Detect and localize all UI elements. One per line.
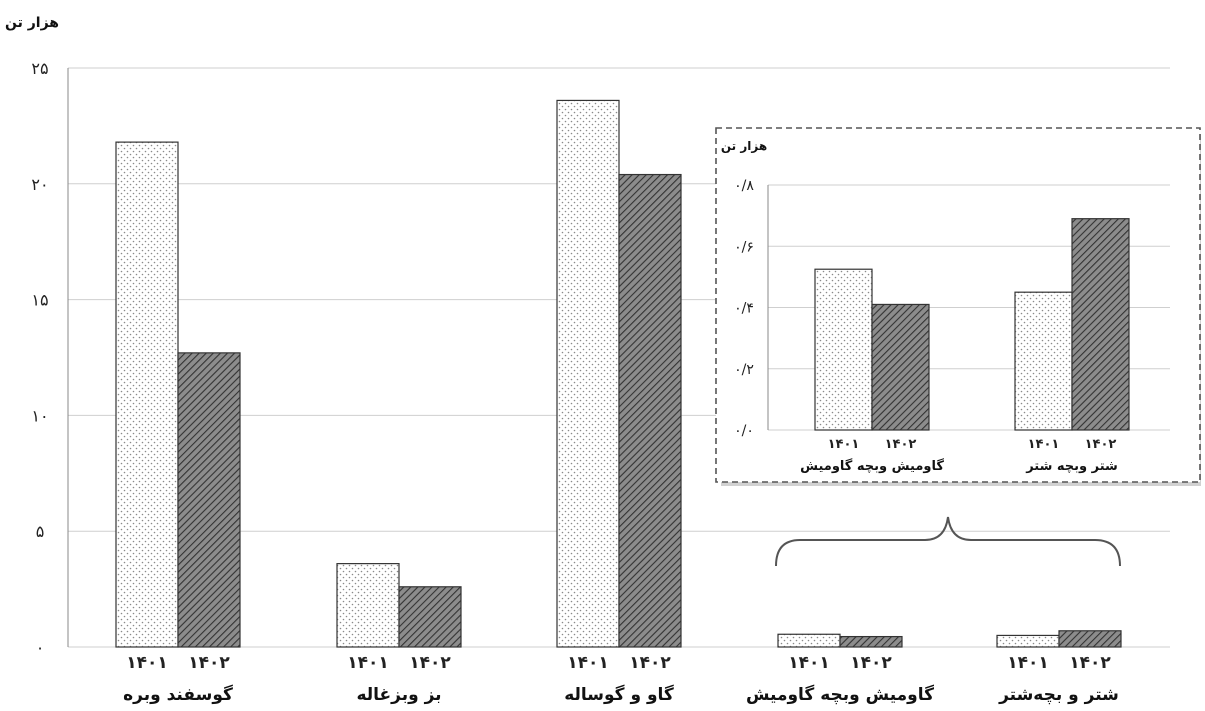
inset-series-tick-label: ۱۴۰۱ bbox=[828, 437, 860, 452]
y-tick-label: ۱۰ bbox=[31, 406, 48, 425]
category-label: گاو و گوساله bbox=[564, 684, 674, 705]
inset-y-tick-label: ۰/۴ bbox=[734, 301, 754, 317]
y-tick-label: ۲۰ bbox=[31, 175, 48, 194]
bar bbox=[996, 634, 1060, 648]
bar bbox=[177, 352, 241, 648]
series-tick-label: ۱۴۰۱ bbox=[788, 653, 830, 673]
inset-series-tick-label: ۱۴۰۲ bbox=[1085, 437, 1117, 452]
inset-bar-chart: ۰/۰ ۰/۲ ۰/۴ ۰/۶ ۰/۸ هزار تن ۱۴۰۱ ۱۴۰۲ گاومیش وبچ… bbox=[715, 127, 1201, 486]
series-tick-label: ۱۴۰۱ bbox=[567, 653, 609, 673]
series-tick-label: ۱۴۰۲ bbox=[629, 653, 671, 673]
bar bbox=[777, 633, 841, 648]
bar bbox=[398, 586, 462, 648]
series-tick-label: ۱۴۰۲ bbox=[1069, 653, 1111, 673]
inset-y-tick-label: ۰/۲ bbox=[734, 362, 754, 378]
inset-category-label: گاومیش وبچه گاومیش bbox=[800, 458, 944, 474]
series-tick-label: ۱۴۰۱ bbox=[1007, 653, 1049, 673]
category-label: شتر و بچه‌شتر bbox=[998, 685, 1119, 705]
inset-bar bbox=[871, 303, 930, 431]
inset-y-tick-label: ۰/۸ bbox=[734, 178, 754, 194]
bar bbox=[839, 635, 903, 648]
inset-category-label: شتر وبچه شتر bbox=[1025, 459, 1118, 474]
inset-bar bbox=[1014, 291, 1073, 431]
inset-y-axis-label: هزار تن bbox=[721, 139, 767, 153]
bar bbox=[618, 173, 682, 648]
bar bbox=[336, 563, 400, 648]
bar bbox=[115, 141, 179, 648]
series-tick-label: ۱۴۰۱ bbox=[126, 653, 168, 673]
category-label: بز وبزغاله bbox=[356, 685, 441, 705]
series-tick-label: ۱۴۰۲ bbox=[850, 653, 892, 673]
inset-y-tick-label: ۰/۰ bbox=[734, 423, 754, 439]
y-tick-label: ۲۵ bbox=[31, 59, 48, 78]
y-tick-label: ۵ bbox=[36, 522, 45, 541]
y-axis-label: هزار تن bbox=[5, 15, 59, 31]
category-label: گاومیش وبچه گاومیش bbox=[746, 684, 934, 705]
bar bbox=[1058, 630, 1122, 648]
y-tick-label: ۱۵ bbox=[31, 291, 48, 310]
zoom-brace bbox=[775, 516, 1121, 567]
series-tick-label: ۱۴۰۲ bbox=[409, 653, 451, 673]
main-bar-chart: ۰ ۵ ۱۰ ۱۵ ۲۰ ۲۵ هزار تن ۱۴۰۱ ۱۴۰۲ گوسفند وبره ۱۴۰۱… bbox=[5, 15, 1170, 705]
inset-bar bbox=[814, 268, 873, 431]
series-tick-label: ۱۴۰۱ bbox=[347, 653, 389, 673]
bar bbox=[556, 99, 620, 648]
inset-series-tick-label: ۱۴۰۲ bbox=[885, 437, 917, 452]
inset-series-tick-label: ۱۴۰۱ bbox=[1028, 437, 1060, 452]
inset-bar bbox=[1071, 218, 1130, 431]
inset-y-tick-label: ۰/۶ bbox=[734, 239, 754, 255]
series-tick-label: ۱۴۰۲ bbox=[188, 653, 230, 673]
category-label: گوسفند وبره bbox=[123, 684, 233, 705]
y-tick-label: ۰ bbox=[36, 638, 45, 657]
